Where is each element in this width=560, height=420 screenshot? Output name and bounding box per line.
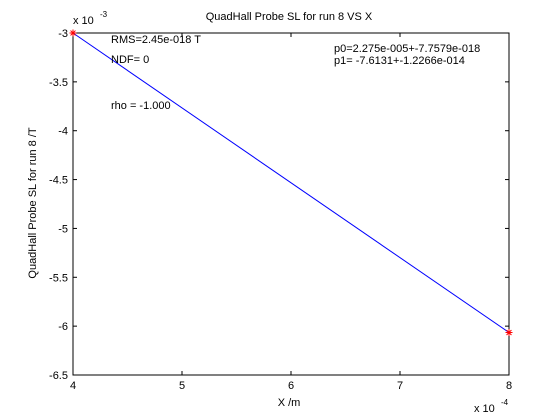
y-axis-label: QuadHall Probe SL for run 8 /T	[27, 127, 39, 279]
y-tick-label: -3.5	[49, 77, 68, 89]
x-tick-label: 5	[179, 380, 185, 392]
x-tick-label: 6	[288, 380, 294, 392]
fit-line	[72, 32, 510, 333]
axes-box	[72, 32, 510, 376]
data-point-marker	[69, 29, 77, 37]
y-tick-label: -5	[58, 223, 68, 235]
chart-title: QuadHall Probe SL for run 8 VS X	[206, 11, 373, 23]
series-layer	[69, 29, 513, 337]
rms-annotation: RMS=2.45e-018 T	[111, 34, 201, 46]
y-axis-multiplier: x 10	[73, 15, 94, 27]
x-tick-label: 7	[397, 380, 403, 392]
p0-annotation: p0=2.275e-005+-7.7579e-018	[334, 43, 480, 55]
rho-annotation: rho = -1.000	[111, 100, 171, 112]
y-tick-label: -6.5	[49, 370, 68, 382]
y-tick-label: -3	[58, 28, 68, 40]
y-tick-label: -5.5	[49, 272, 68, 284]
data-point-marker	[505, 329, 513, 337]
x-tick-label: 8	[506, 380, 512, 392]
x-axis-exponent: -4	[501, 398, 509, 407]
x-tick-label: 4	[70, 380, 76, 392]
y-tick-label: -4	[58, 126, 68, 138]
x-axis-label: X /m	[278, 397, 301, 409]
p1-annotation: p1= -7.6131+-1.2266e-014	[334, 55, 465, 67]
y-axis-exponent: -3	[100, 10, 108, 19]
x-axis-multiplier: x 10	[474, 403, 495, 415]
y-tick-label: -4.5	[49, 175, 68, 187]
ndf-annotation: NDF= 0	[111, 54, 149, 66]
y-tick-label: -6	[58, 321, 68, 333]
